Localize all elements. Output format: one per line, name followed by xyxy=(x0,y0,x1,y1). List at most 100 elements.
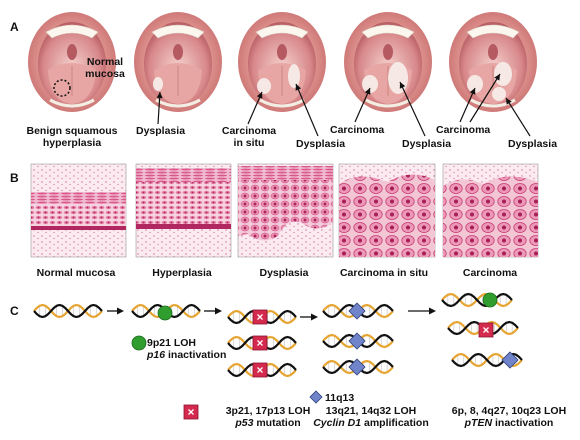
legend-cyclin-d1-icon xyxy=(309,390,323,404)
marker-cyclin-d1 xyxy=(348,358,366,376)
progress-arrow-2-head xyxy=(215,307,222,315)
label-dysplasia-4: Dysplasia xyxy=(508,138,558,150)
marker-p16-loh xyxy=(157,305,173,321)
lower-teeth xyxy=(259,98,305,108)
uvula xyxy=(277,44,287,60)
label-dysplasia-2: Dysplasia xyxy=(296,138,346,150)
marker-cyclin-d1 xyxy=(501,351,519,369)
upper-teeth xyxy=(45,24,99,39)
panel-label-c: C xyxy=(10,304,19,318)
arrow-carcinoma-2b xyxy=(469,73,501,123)
mouth-illustration xyxy=(28,12,116,112)
progress-arrow-4-head xyxy=(429,307,436,315)
arrow-dysplasia-3 xyxy=(399,81,426,137)
label-m3: 13q21, 14q32 LOH Cyclin D1 amplification xyxy=(313,405,429,429)
label-m4: 6p, 8, 4q27, 10q23 LOH pTEN inactivation xyxy=(451,405,567,429)
superficial-layer xyxy=(136,168,231,182)
legend-p53-icon-x xyxy=(188,409,194,415)
arrow-carcinoma-in-situ-head xyxy=(256,92,263,99)
arrow-carcinoma-2b-head xyxy=(494,74,500,81)
epithelium xyxy=(136,182,231,224)
lower-teeth xyxy=(365,98,411,108)
arrow-dysplasia-4-head xyxy=(506,98,512,105)
label-b-hyperplasia: Hyperplasia xyxy=(152,267,212,279)
superficial-layer xyxy=(238,166,333,180)
lesion xyxy=(153,77,163,91)
marker-p53-loh-x xyxy=(483,327,489,333)
marker-p16-loh xyxy=(482,292,498,308)
label-m3-locus: 11q13 xyxy=(325,392,355,404)
lesion xyxy=(288,64,300,88)
lesion xyxy=(494,62,512,86)
label-b-dysplasia: Dysplasia xyxy=(259,267,309,279)
epithelium xyxy=(31,204,126,226)
label-b-normal-mucosa: Normal mucosa xyxy=(36,267,116,279)
arrow-carcinoma-1 xyxy=(354,87,371,123)
lower-teeth xyxy=(470,98,516,108)
lower-teeth xyxy=(49,98,95,108)
dna-normal xyxy=(33,303,103,319)
marker-cyclin-d1 xyxy=(348,332,366,350)
upper-teeth xyxy=(466,24,520,39)
lesion xyxy=(388,62,408,94)
label-dysplasia-1: Dysplasia xyxy=(136,125,186,137)
uvula xyxy=(383,44,393,60)
label-m2: 3p21, 17p13 LOH p53 mutation xyxy=(225,405,311,429)
epithelium xyxy=(339,174,435,257)
basal-layer xyxy=(31,226,126,230)
arrow-dysplasia-2 xyxy=(295,83,319,137)
mouth-illustration xyxy=(134,12,222,112)
upper-teeth xyxy=(361,24,415,39)
label-b-carcinoma: Carcinoma xyxy=(462,267,518,279)
lesion xyxy=(467,75,483,93)
uvula xyxy=(67,44,77,60)
uvula xyxy=(173,44,183,60)
mouth-illustration xyxy=(238,12,326,112)
upper-teeth xyxy=(255,24,309,39)
tumor-tissue xyxy=(443,176,538,257)
marker-p53-loh-x xyxy=(257,314,263,320)
panel-label-b: B xyxy=(10,171,19,185)
lesion xyxy=(257,78,271,94)
mouth-illustration xyxy=(344,12,432,112)
uvula xyxy=(488,44,498,60)
marker-cyclin-d1 xyxy=(348,302,366,320)
dna-strand xyxy=(33,303,103,319)
upper-teeth xyxy=(151,24,205,39)
marker-p53-loh-x xyxy=(257,367,263,373)
basal-layer xyxy=(136,224,231,229)
superficial-layer xyxy=(31,192,126,204)
arrow-carcinoma-2a xyxy=(459,87,476,123)
dna-strand xyxy=(441,292,513,308)
label-carcinoma-1: Carcinoma xyxy=(330,124,385,136)
progress-arrow-1-head xyxy=(117,307,124,315)
mouth-illustration xyxy=(449,12,537,112)
legend-p16-icon xyxy=(131,335,147,351)
arrow-dysplasia-4 xyxy=(505,97,531,137)
label-carcinoma-in-situ: Carcinoma in situ xyxy=(221,125,277,149)
arrow-dysplasia-1-head xyxy=(156,92,163,99)
panel-label-a: A xyxy=(10,20,19,34)
arrow-carcinoma-1-head xyxy=(364,88,371,95)
progress-arrow-3-head xyxy=(311,313,318,321)
label-carcinoma-2: Carcinoma xyxy=(436,124,491,136)
marker-p53-loh-x xyxy=(257,340,263,346)
arrow-dysplasia-3-head xyxy=(399,82,406,89)
label-b-carcinoma-in-situ: Carcinoma in situ xyxy=(339,267,429,279)
arrow-dysplasia-2-head xyxy=(295,84,302,91)
histology-panel-hyper xyxy=(135,163,232,258)
histology-panel-dys xyxy=(237,163,334,258)
histology-panel-cis xyxy=(338,163,436,258)
histology-panel-normal xyxy=(30,163,127,258)
lesion xyxy=(362,75,378,93)
lesion-highlight-circle xyxy=(53,79,71,97)
arrow-carcinoma-2a-head xyxy=(469,88,476,95)
label-normal-mucosa: Normal mucosa xyxy=(85,56,125,80)
epithelium xyxy=(238,180,333,241)
lesion xyxy=(492,87,506,101)
label-m1: 9p21 LOH p16 inactivation xyxy=(147,337,227,361)
dna-stage-5-1 xyxy=(441,292,513,308)
label-benign-hyperplasia: Benign squamous hyperplasia xyxy=(26,125,118,149)
histology-panel-carc xyxy=(442,163,539,258)
